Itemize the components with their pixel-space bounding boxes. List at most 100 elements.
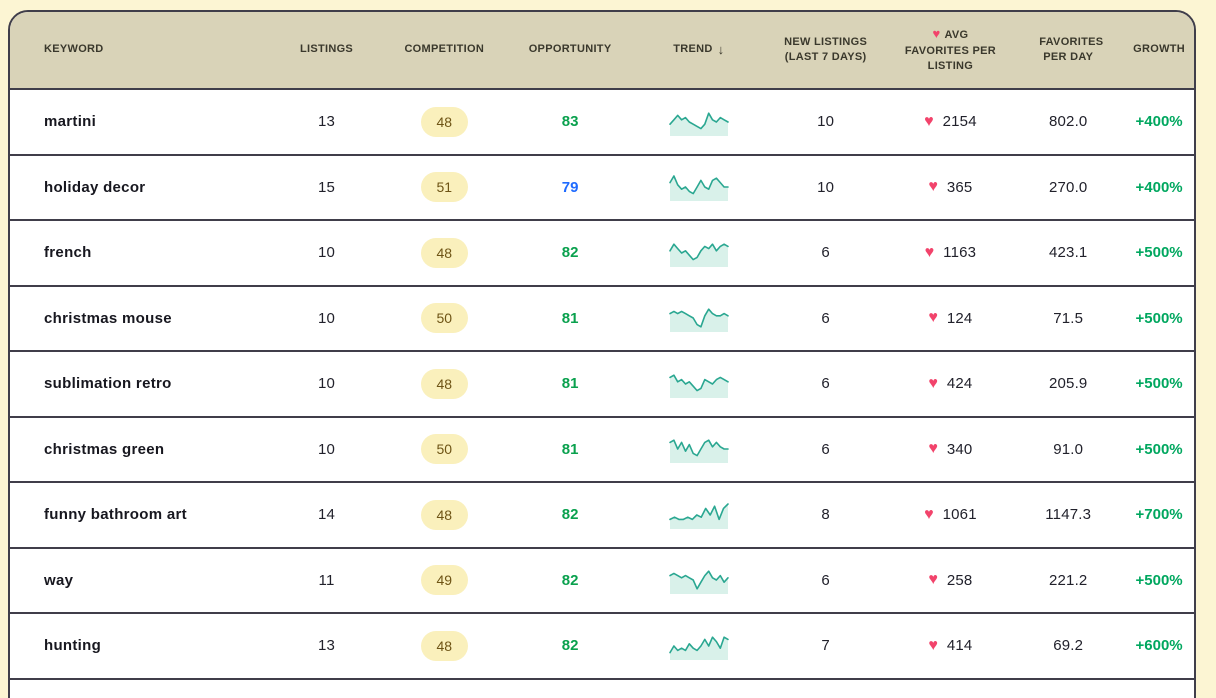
favorites-per-day-cell: 91.0 (1012, 441, 1124, 458)
column-label: KEYWORD (44, 43, 104, 56)
keyword-table-card: KEYWORD LISTINGS COMPETITION OPPORTUNITY… (8, 10, 1196, 698)
opportunity-cell: 81 (505, 441, 635, 458)
trend-sparkline (669, 636, 729, 660)
heart-icon: ♥ (924, 243, 935, 261)
column-label: COMPETITION (404, 43, 485, 56)
listings-value: 13 (317, 113, 336, 131)
avg-favorites-value: 424 (946, 375, 973, 393)
avg-favorites-value: 414 (946, 637, 973, 655)
table-row[interactable]: sublimation retro 10 48 81 6 ♥ 424 205.9 (10, 352, 1194, 418)
favorites-per-day-value: 71.5 (1053, 309, 1084, 327)
column-header-keyword[interactable]: KEYWORD (10, 42, 270, 57)
table-row[interactable]: way 11 49 82 6 ♥ 258 221.2 +500% (10, 548, 1194, 614)
avg-favorites-cell: ♥ 124 (889, 310, 1013, 327)
sparkline-area (669, 176, 728, 202)
competition-badge: 48 (420, 237, 469, 268)
favorites-per-day-value: 69.2 (1053, 637, 1084, 655)
new-listings-cell: 10 (763, 113, 889, 130)
listings-cell: 13 (270, 637, 384, 654)
new-listings-cell: 6 (763, 572, 889, 589)
competition-cell: 50 (383, 303, 505, 334)
column-header-listings[interactable]: LISTINGS (270, 42, 384, 57)
opportunity-score: 81 (561, 309, 579, 327)
competition-cell: 50 (383, 434, 505, 465)
opportunity-score: 82 (561, 571, 579, 589)
keyword-cell[interactable]: christmas green (10, 441, 270, 458)
listings-value: 11 (318, 571, 335, 589)
column-header-favorites-per-day[interactable]: FAVORITES PER DAY (1012, 35, 1124, 66)
opportunity-cell: 82 (505, 506, 635, 523)
keyword-cell[interactable]: sublimation retro (10, 375, 270, 392)
new-listings-value: 6 (821, 309, 830, 327)
heart-icon: ♥ (928, 636, 938, 654)
new-listings-cell: 6 (763, 310, 889, 327)
sort-desc-icon[interactable]: ↓ (717, 41, 725, 57)
competition-badge: 50 (420, 434, 469, 465)
growth-cell: +500% (1124, 244, 1194, 261)
avg-favorites-value: 1163 (943, 244, 977, 262)
trend-cell (635, 303, 763, 333)
favorites-per-day-value: 91.0 (1053, 440, 1084, 458)
sparkline-line (669, 636, 729, 654)
keyword-cell[interactable]: holiday decor (10, 179, 270, 196)
table-row[interactable]: french 10 48 82 6 ♥ 1163 423.1 +500% (10, 221, 1194, 287)
avg-favorites-cell: ♥ 414 (889, 637, 1013, 654)
table-row[interactable]: funny bathroom art 14 48 82 8 ♥ 1061 114… (10, 483, 1194, 549)
sparkline-line (669, 112, 729, 130)
opportunity-cell: 81 (505, 310, 635, 327)
avg-favorites-value: 340 (946, 440, 973, 458)
table-row[interactable]: christmas mouse 10 50 81 6 ♥ 124 71.5 +5 (10, 286, 1194, 352)
competition-cell: 48 (383, 630, 505, 661)
favorites-per-day-cell: 69.2 (1012, 637, 1124, 654)
opportunity-cell: 82 (505, 244, 635, 261)
listings-cell: 14 (270, 506, 384, 523)
heart-icon: ♥ (924, 505, 934, 523)
column-header-trend[interactable]: TREND ↓ (635, 41, 763, 59)
competition-cell: 48 (383, 237, 505, 268)
heart-icon: ♥ (924, 112, 934, 130)
avg-favorites-cell: ♥ 1061 (889, 506, 1013, 523)
trend-cell (635, 434, 763, 464)
opportunity-cell: 79 (505, 179, 635, 196)
avg-favorites-value: 365 (946, 178, 973, 196)
favorites-per-day-cell: 71.5 (1012, 310, 1124, 327)
keyword-cell[interactable]: martini (10, 113, 270, 130)
keyword-text: funny bathroom art (44, 506, 187, 524)
column-header-opportunity[interactable]: OPPORTUNITY (505, 42, 635, 57)
table-row[interactable]: martini 13 48 83 10 ♥ 2154 802.0 +400% (10, 90, 1194, 156)
sparkline-area (669, 374, 728, 398)
growth-value: +700% (1135, 506, 1183, 524)
opportunity-score: 83 (561, 113, 579, 131)
keyword-cell[interactable]: christmas mouse (10, 310, 270, 327)
keyword-cell[interactable]: way (10, 572, 270, 589)
opportunity-cell: 81 (505, 375, 635, 392)
new-listings-cell: 7 (763, 637, 889, 654)
competition-cell: 48 (383, 499, 505, 530)
growth-cell: +500% (1124, 441, 1194, 458)
listings-cell: 10 (270, 375, 384, 392)
avg-favorites-cell: ♥ 1163 (889, 244, 1013, 261)
growth-cell: +600% (1124, 637, 1194, 654)
keyword-cell[interactable]: hunting (10, 637, 270, 654)
competition-badge: 50 (420, 303, 469, 334)
table-row[interactable]: christmas green 10 50 81 6 ♥ 340 91.0 +5 (10, 417, 1194, 483)
table-header: KEYWORD LISTINGS COMPETITION OPPORTUNITY… (10, 12, 1194, 90)
column-header-competition[interactable]: COMPETITION (383, 42, 505, 57)
trend-cell (635, 631, 763, 661)
keyword-cell[interactable]: french (10, 244, 270, 261)
competition-badge: 48 (420, 368, 469, 399)
listings-value: 10 (317, 375, 336, 393)
table-row[interactable]: hunting 13 48 82 7 ♥ 414 69.2 +600% (10, 614, 1194, 680)
avg-favorites-cell: ♥ 424 (889, 375, 1013, 392)
heart-icon: ♥ (928, 571, 938, 589)
table-row[interactable]: holiday decor 15 51 79 10 ♥ 365 270.0 +4 (10, 155, 1194, 221)
keyword-cell[interactable]: funny bathroom art (10, 506, 270, 523)
avg-favorites-value: 2154 (942, 113, 977, 131)
column-header-new-listings[interactable]: NEW LISTINGS (LAST 7 DAYS) (763, 35, 889, 66)
listings-cell: 10 (270, 244, 384, 261)
column-header-avg-favorites[interactable]: ♥ AVG FAVORITES PER LISTING (889, 25, 1013, 74)
opportunity-score: 81 (561, 375, 579, 393)
column-header-growth[interactable]: GROWTH (1124, 42, 1194, 57)
growth-value: +500% (1135, 244, 1183, 262)
sparkline-line (669, 570, 729, 590)
